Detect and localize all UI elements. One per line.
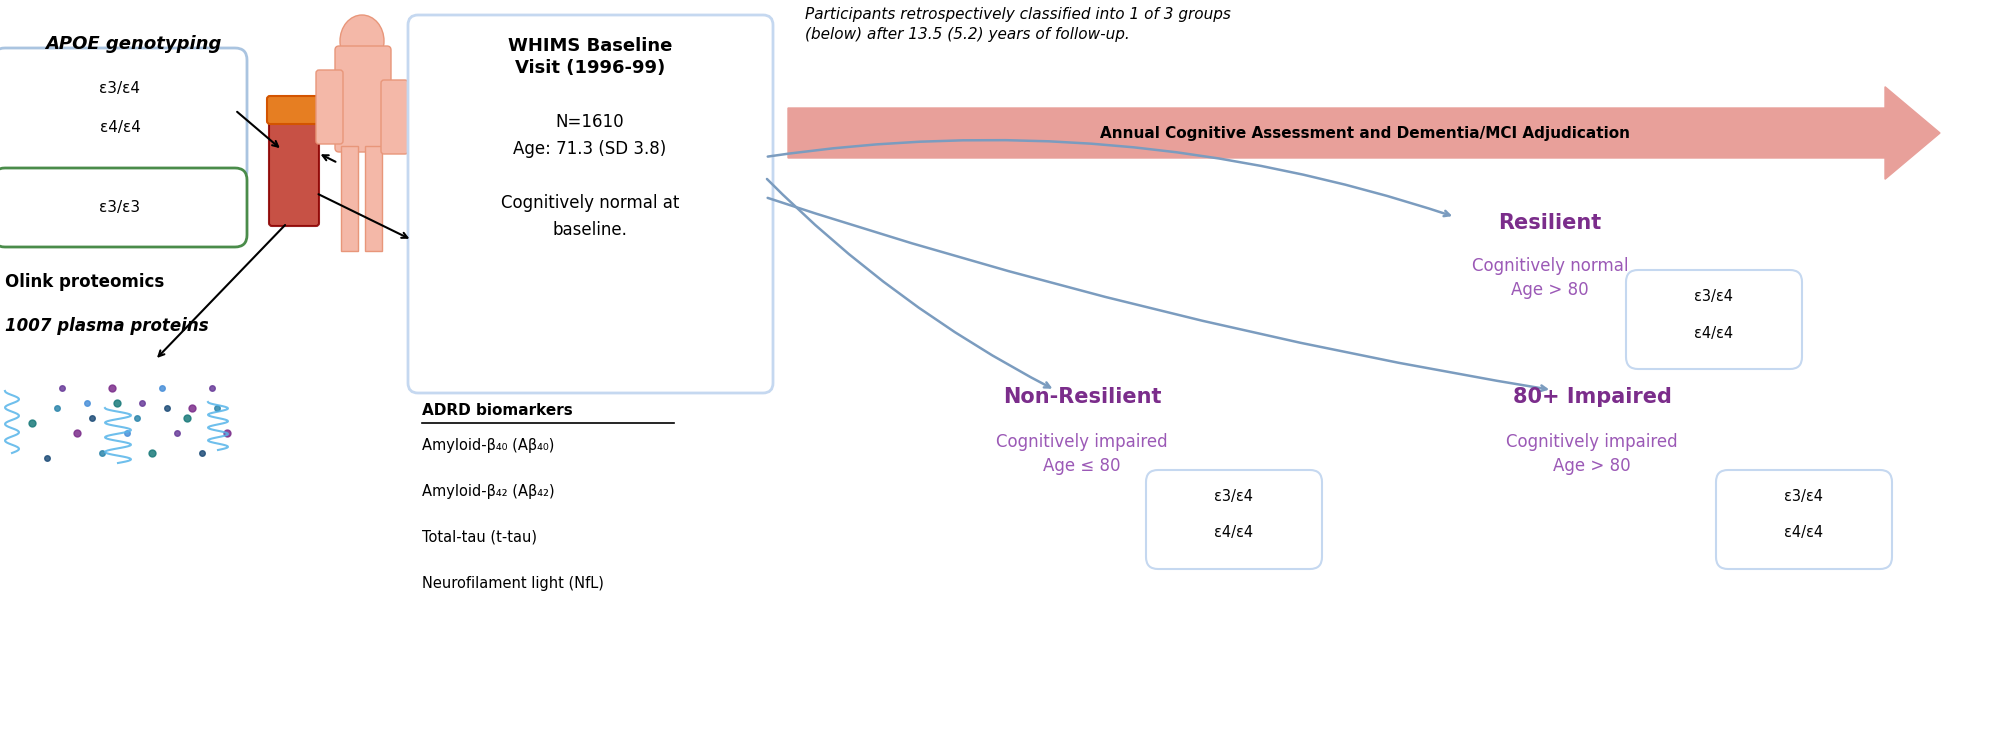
FancyBboxPatch shape — [407, 15, 773, 393]
Bar — [341, 146, 357, 251]
FancyBboxPatch shape — [381, 80, 407, 154]
Text: ε3/ε3: ε3/ε3 — [100, 200, 140, 215]
Text: APOE genotyping: APOE genotyping — [44, 35, 221, 53]
Text: Amyloid-β₄₀ (Aβ₄₀): Amyloid-β₄₀ (Aβ₄₀) — [421, 438, 554, 453]
Ellipse shape — [339, 15, 383, 67]
Text: Olink proteomics: Olink proteomics — [4, 273, 165, 291]
Text: ε3/ε4: ε3/ε4 — [100, 80, 140, 95]
Text: ε4/ε4: ε4/ε4 — [1694, 326, 1732, 340]
Text: ε3/ε4: ε3/ε4 — [1694, 290, 1732, 305]
Text: N=1610
Age: 71.3 (SD 3.8)

Cognitively normal at
baseline.: N=1610 Age: 71.3 (SD 3.8) Cognitively no… — [500, 113, 678, 239]
Text: ε4/ε4: ε4/ε4 — [1214, 525, 1252, 541]
Text: Resilient: Resilient — [1497, 213, 1602, 233]
Text: WHIMS Baseline
Visit (1996-99): WHIMS Baseline Visit (1996-99) — [508, 37, 672, 77]
Text: Cognitively normal
Age > 80: Cognitively normal Age > 80 — [1471, 257, 1628, 299]
FancyBboxPatch shape — [335, 46, 391, 152]
Text: ε3/ε4: ε3/ε4 — [1784, 489, 1822, 504]
Text: Participants retrospectively classified into 1 of 3 groups
(below) after 13.5 (5: Participants retrospectively classified … — [805, 7, 1230, 42]
Text: ε3/ε4: ε3/ε4 — [1214, 489, 1252, 504]
FancyBboxPatch shape — [267, 96, 321, 124]
FancyBboxPatch shape — [0, 48, 247, 182]
Text: 80+ Impaired: 80+ Impaired — [1511, 387, 1670, 407]
FancyBboxPatch shape — [315, 70, 343, 144]
FancyBboxPatch shape — [0, 168, 247, 247]
Text: ε4/ε4: ε4/ε4 — [1784, 525, 1822, 541]
Text: ε4/ε4: ε4/ε4 — [100, 119, 140, 135]
FancyBboxPatch shape — [269, 108, 319, 226]
FancyBboxPatch shape — [1146, 470, 1321, 569]
Text: Amyloid-β₄₂ (Aβ₄₂): Amyloid-β₄₂ (Aβ₄₂) — [421, 484, 554, 499]
Text: 1007 plasma proteins: 1007 plasma proteins — [4, 317, 209, 335]
Text: Non-Resilient: Non-Resilient — [1001, 387, 1160, 407]
FancyBboxPatch shape — [1626, 270, 1800, 369]
FancyArrow shape — [787, 86, 1939, 180]
FancyBboxPatch shape — [1716, 470, 1891, 569]
Text: Total-tau (t-tau): Total-tau (t-tau) — [421, 530, 536, 545]
Bar — [365, 146, 381, 251]
Text: Cognitively impaired
Age > 80: Cognitively impaired Age > 80 — [1505, 433, 1678, 475]
Text: Neurofilament light (NfL): Neurofilament light (NfL) — [421, 576, 604, 591]
Text: Annual Cognitive Assessment and Dementia/MCI Adjudication: Annual Cognitive Assessment and Dementia… — [1100, 125, 1630, 141]
Text: Cognitively impaired
Age ≤ 80: Cognitively impaired Age ≤ 80 — [995, 433, 1168, 475]
Text: ADRD biomarkers: ADRD biomarkers — [421, 403, 572, 418]
